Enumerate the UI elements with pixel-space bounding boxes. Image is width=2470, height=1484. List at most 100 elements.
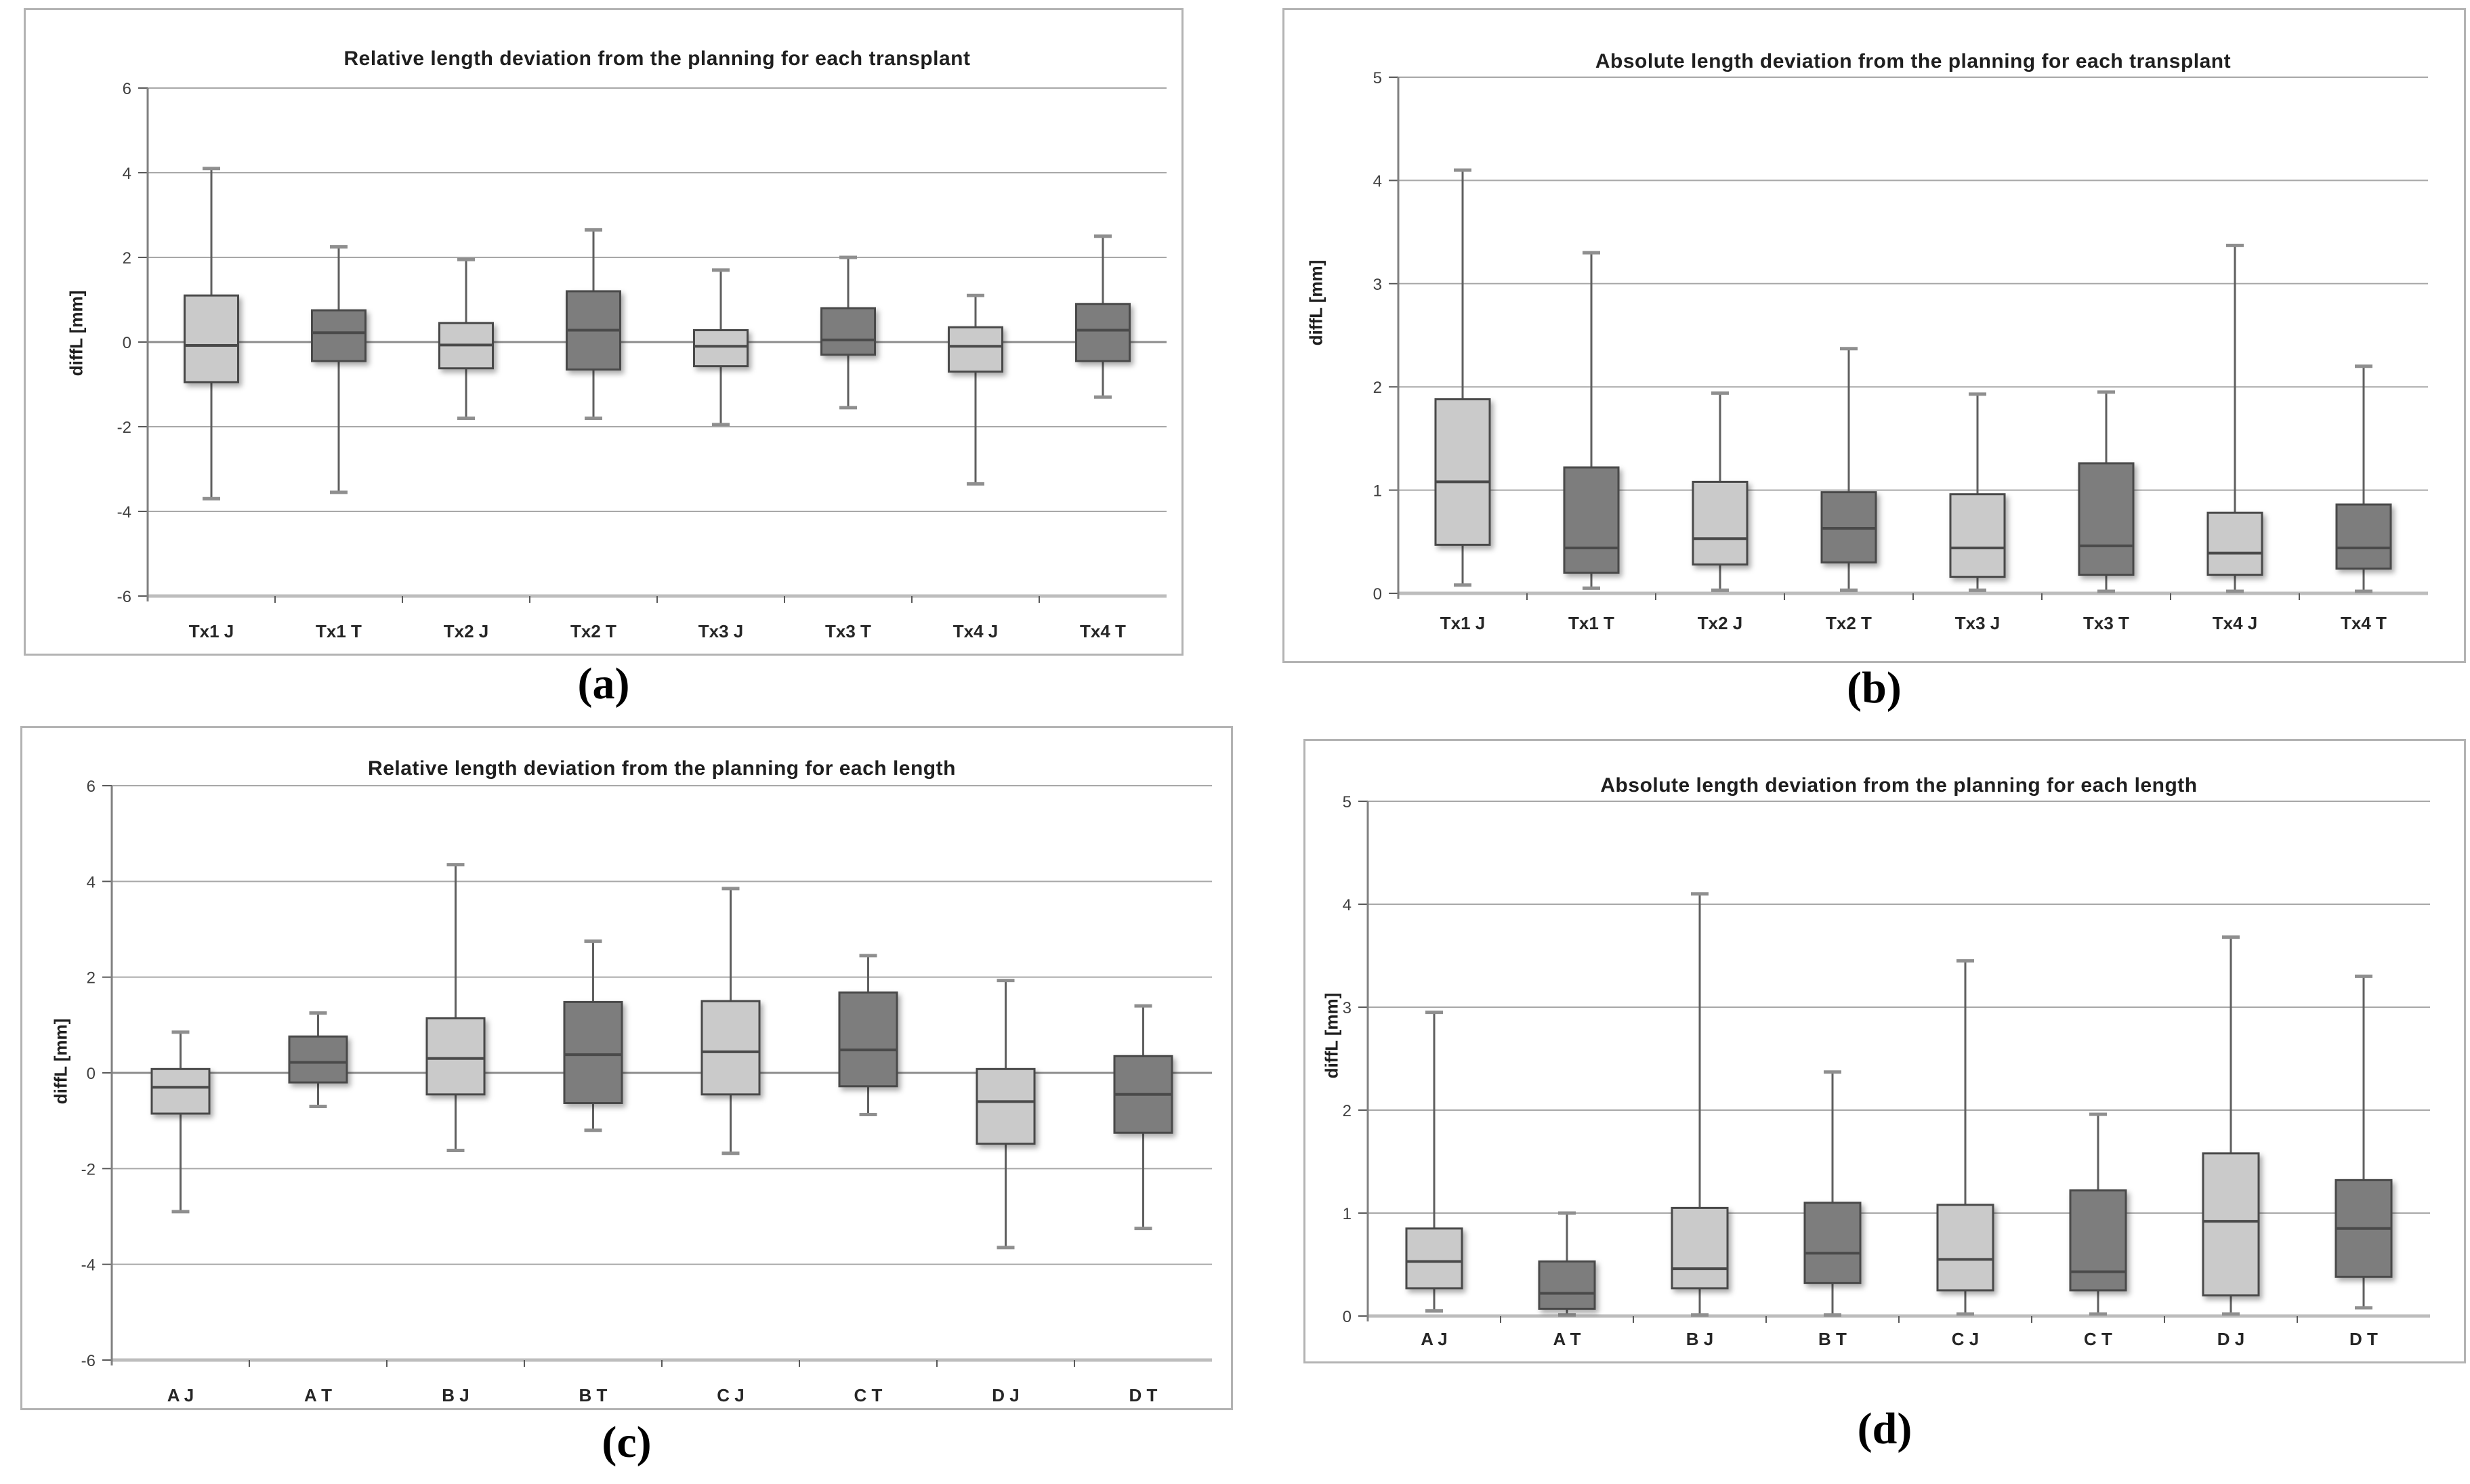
box-C-T	[2069, 1189, 2127, 1292]
box-Tx1-J	[1434, 398, 1491, 546]
y-tick-label: -6	[117, 588, 131, 606]
y-tick-label: 3	[1343, 999, 1352, 1017]
category-label-C-J: C J	[717, 1385, 744, 1405]
box-Tx1-T	[1563, 466, 1620, 574]
y-tick-label: 0	[123, 334, 131, 352]
category-label-Tx3-T: Tx3 T	[825, 621, 871, 641]
y-tick-label: 5	[1343, 793, 1352, 811]
category-label-Tx1-J: Tx1 J	[1440, 613, 1486, 633]
box-Tx4-T	[1075, 303, 1131, 362]
y-tick-label: 0	[1343, 1308, 1352, 1326]
category-label-A-J: A J	[167, 1385, 194, 1405]
box-Tx4-J	[948, 326, 1003, 373]
y-tick-label: 4	[123, 165, 131, 183]
y-tick-label: 1	[1343, 1205, 1352, 1223]
category-label-B-T: B T	[1818, 1329, 1847, 1349]
category-label-Tx4-T: Tx4 T	[2341, 613, 2387, 633]
box-B-J	[425, 1017, 486, 1096]
y-tick-label: 0	[87, 1065, 96, 1083]
box-Tx3-J	[693, 329, 749, 368]
caption-a: (a)	[577, 659, 630, 708]
caption-c: (c)	[602, 1418, 652, 1467]
category-label-Tx3-J: Tx3 J	[698, 621, 744, 641]
category-label-Tx4-J: Tx4 J	[953, 621, 999, 641]
boxplot-canvas-d: 0 1 2 3 4 5 A J A T B J B T C J C T D J D T	[1343, 793, 2430, 1349]
boxplot-canvas-c: -6 -4 -2 0 2 4 6 A J A T B J B T C J C T D J D T	[81, 778, 1212, 1405]
box-D-J	[976, 1067, 1036, 1145]
box-C-J	[1936, 1204, 1994, 1292]
boxplot-canvas-a: -6 -4 -2 0 2 4 6 Tx1 J Tx1 T Tx2 J Tx2 T Tx3 J Tx3 T…	[117, 80, 1167, 641]
category-label-Tx4-T: Tx4 T	[1080, 621, 1126, 641]
box-C-J	[700, 1000, 761, 1096]
category-label-D-T: D T	[1129, 1385, 1158, 1405]
chart-frame-c	[20, 726, 1233, 1410]
category-label-C-T: C T	[2084, 1329, 2112, 1349]
y-tick-label: 5	[1373, 69, 1382, 87]
box-B-J	[1671, 1206, 1729, 1290]
category-label-Tx1-T: Tx1 T	[316, 621, 362, 641]
category-label-Tx2-J: Tx2 J	[1698, 613, 1743, 633]
category-label-A-T: A T	[304, 1385, 332, 1405]
category-label-A-J: A J	[1421, 1329, 1448, 1349]
chart-title-c: Relative length deviation from the plann…	[368, 757, 956, 780]
y-tick-label: -6	[81, 1352, 96, 1370]
category-label-Tx1-J: Tx1 J	[189, 621, 234, 641]
box-B-T	[1803, 1202, 1862, 1284]
box-Tx1-J	[184, 294, 239, 383]
box-Tx3-J	[1949, 493, 2006, 578]
chart-frame-a	[24, 8, 1184, 656]
category-label-Tx4-J: Tx4 J	[2213, 613, 2258, 633]
category-label-B-J: B J	[442, 1385, 469, 1405]
y-tick-label: -4	[117, 503, 131, 522]
box-Tx3-T	[2078, 462, 2135, 576]
category-label-B-T: B T	[579, 1385, 608, 1405]
y-tick-label: -2	[81, 1160, 96, 1179]
category-label-D-J: D J	[992, 1385, 1019, 1405]
panel-b: Absolute length deviation from the plann…	[1282, 8, 2466, 663]
chart-title-d: Absolute length deviation from the plann…	[1600, 774, 2198, 797]
y-tick-label: 1	[1373, 482, 1382, 501]
category-label-A-T: A T	[1553, 1329, 1581, 1349]
chart-title-a: Relative length deviation from the plann…	[343, 47, 971, 70]
box-Tx4-T	[2335, 503, 2392, 570]
y-tick-label: 4	[87, 873, 96, 891]
y-tick-label: 2	[1373, 379, 1382, 397]
box-A-T	[1538, 1260, 1596, 1310]
y-tick-label: -4	[81, 1256, 96, 1275]
box-A-J	[1405, 1227, 1463, 1290]
caption-b: (b)	[1847, 663, 1902, 713]
category-label-Tx2-T: Tx2 T	[1826, 613, 1872, 633]
y-tick-label: 0	[1373, 585, 1382, 603]
panel-a: Relative length deviation from the plann…	[24, 8, 1184, 656]
category-label-Tx2-J: Tx2 J	[444, 621, 489, 641]
category-label-Tx3-J: Tx3 J	[1955, 613, 2001, 633]
category-label-D-J: D J	[2217, 1329, 2244, 1349]
panel-d: Absolute length deviation from the plann…	[1303, 739, 2466, 1363]
y-tick-label: 2	[1343, 1102, 1352, 1120]
y-tick-label: 6	[123, 80, 131, 98]
box-A-T	[288, 1035, 348, 1084]
chart-frame-d	[1303, 739, 2466, 1363]
category-label-C-J: C J	[1952, 1329, 1979, 1349]
y-tick-label: 3	[1373, 276, 1382, 294]
box-Tx2-J	[1692, 480, 1749, 566]
y-tick-label: -2	[117, 419, 131, 437]
category-label-B-J: B J	[1686, 1329, 1713, 1349]
category-label-Tx1-T: Tx1 T	[1568, 613, 1614, 633]
panel-c: Relative length deviation from the plann…	[20, 726, 1233, 1410]
category-label-Tx2-T: Tx2 T	[570, 621, 616, 641]
category-label-C-T: C T	[854, 1385, 883, 1405]
box-C-T	[838, 991, 898, 1088]
box-Tx3-T	[820, 307, 876, 356]
chart-title-b: Absolute length deviation from the plann…	[1595, 50, 2232, 72]
category-label-D-T: D T	[2349, 1329, 2378, 1349]
box-B-T	[563, 1000, 623, 1105]
chart-frame-b	[1282, 8, 2466, 663]
caption-d: (d)	[1857, 1404, 1912, 1454]
box-Tx4-J	[2206, 511, 2263, 576]
y-tick-label: 2	[87, 969, 96, 988]
y-tick-label: 4	[1343, 896, 1352, 914]
y-tick-label: 4	[1373, 172, 1382, 190]
boxplot-canvas-b: 0 1 2 3 4 5 Tx1 J Tx1 T Tx2 J Tx2 T Tx3 J Tx3 T Tx4 …	[1373, 69, 2428, 633]
